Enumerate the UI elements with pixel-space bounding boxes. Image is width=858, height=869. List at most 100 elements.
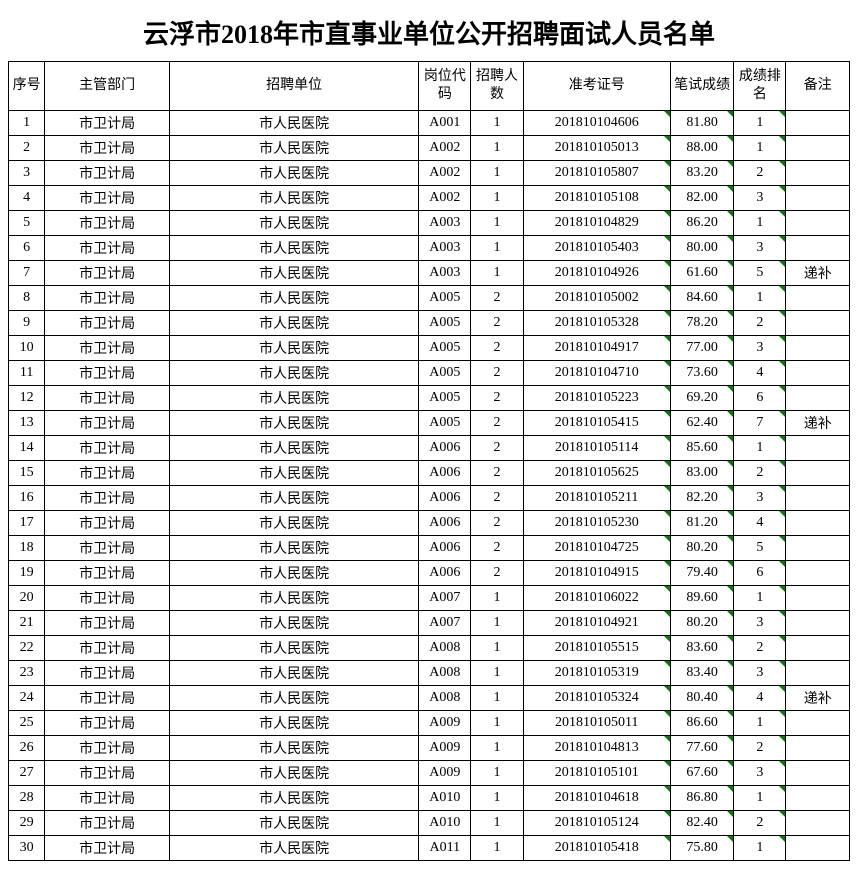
- cell-rank: 2: [734, 736, 786, 761]
- cell-rank: 3: [734, 661, 786, 686]
- cell-score: 78.20: [670, 311, 733, 336]
- cell-seq: 18: [9, 536, 45, 561]
- cell-note: [786, 511, 850, 536]
- cell-code: A005: [419, 361, 471, 386]
- cell-num: 2: [471, 486, 523, 511]
- header-dept: 主管部门: [45, 62, 170, 111]
- cell-note: [786, 636, 850, 661]
- cell-score: 83.20: [670, 161, 733, 186]
- cell-code: A005: [419, 386, 471, 411]
- table-row: 15市卫计局市人民医院A006220181010562583.002: [9, 461, 850, 486]
- cell-dept: 市卫计局: [45, 361, 170, 386]
- cell-dept: 市卫计局: [45, 436, 170, 461]
- table-row: 30市卫计局市人民医院A011120181010541875.801: [9, 836, 850, 861]
- cell-score: 80.20: [670, 611, 733, 636]
- cell-num: 2: [471, 361, 523, 386]
- cell-seq: 1: [9, 111, 45, 136]
- cell-code: A005: [419, 336, 471, 361]
- cell-exam: 201810104618: [523, 786, 670, 811]
- cell-unit: 市人民医院: [169, 561, 418, 586]
- cell-code: A002: [419, 161, 471, 186]
- cell-rank: 3: [734, 336, 786, 361]
- cell-code: A006: [419, 536, 471, 561]
- cell-seq: 12: [9, 386, 45, 411]
- cell-exam: 201810106022: [523, 586, 670, 611]
- cell-dept: 市卫计局: [45, 536, 170, 561]
- cell-unit: 市人民医院: [169, 736, 418, 761]
- cell-num: 1: [471, 636, 523, 661]
- cell-unit: 市人民医院: [169, 661, 418, 686]
- cell-seq: 23: [9, 661, 45, 686]
- cell-rank: 1: [734, 786, 786, 811]
- cell-dept: 市卫计局: [45, 561, 170, 586]
- table-row: 14市卫计局市人民医院A006220181010511485.601: [9, 436, 850, 461]
- cell-num: 1: [471, 711, 523, 736]
- cell-note: 递补: [786, 411, 850, 436]
- cell-dept: 市卫计局: [45, 386, 170, 411]
- header-score: 笔试成绩: [670, 62, 733, 111]
- cell-score: 62.40: [670, 411, 733, 436]
- cell-rank: 2: [734, 311, 786, 336]
- cell-dept: 市卫计局: [45, 311, 170, 336]
- cell-score: 77.00: [670, 336, 733, 361]
- cell-code: A009: [419, 761, 471, 786]
- cell-rank: 1: [734, 711, 786, 736]
- cell-dept: 市卫计局: [45, 236, 170, 261]
- cell-code: A006: [419, 511, 471, 536]
- cell-num: 2: [471, 336, 523, 361]
- cell-note: [786, 586, 850, 611]
- header-exam: 准考证号: [523, 62, 670, 111]
- cell-unit: 市人民医院: [169, 536, 418, 561]
- table-row: 3市卫计局市人民医院A002120181010580783.202: [9, 161, 850, 186]
- cell-num: 2: [471, 536, 523, 561]
- header-code: 岗位代码: [419, 62, 471, 111]
- cell-rank: 2: [734, 811, 786, 836]
- cell-code: A006: [419, 461, 471, 486]
- cell-unit: 市人民医院: [169, 486, 418, 511]
- cell-note: 递补: [786, 686, 850, 711]
- cell-score: 83.40: [670, 661, 733, 686]
- cell-num: 1: [471, 761, 523, 786]
- cell-unit: 市人民医院: [169, 786, 418, 811]
- table-row: 8市卫计局市人民医院A005220181010500284.601: [9, 286, 850, 311]
- cell-note: [786, 286, 850, 311]
- cell-num: 1: [471, 236, 523, 261]
- cell-dept: 市卫计局: [45, 161, 170, 186]
- cell-exam: 201810105114: [523, 436, 670, 461]
- cell-seq: 16: [9, 486, 45, 511]
- cell-score: 86.60: [670, 711, 733, 736]
- cell-seq: 14: [9, 436, 45, 461]
- cell-unit: 市人民医院: [169, 311, 418, 336]
- cell-code: A008: [419, 661, 471, 686]
- cell-seq: 17: [9, 511, 45, 536]
- cell-rank: 5: [734, 261, 786, 286]
- cell-note: [786, 461, 850, 486]
- cell-score: 85.60: [670, 436, 733, 461]
- cell-exam: 201810104829: [523, 211, 670, 236]
- cell-rank: 3: [734, 186, 786, 211]
- cell-dept: 市卫计局: [45, 786, 170, 811]
- cell-dept: 市卫计局: [45, 411, 170, 436]
- cell-seq: 3: [9, 161, 45, 186]
- cell-code: A010: [419, 786, 471, 811]
- cell-seq: 25: [9, 711, 45, 736]
- cell-dept: 市卫计局: [45, 336, 170, 361]
- cell-note: [786, 486, 850, 511]
- cell-dept: 市卫计局: [45, 486, 170, 511]
- cell-note: [786, 661, 850, 686]
- cell-note: [786, 186, 850, 211]
- cell-note: [786, 336, 850, 361]
- cell-score: 79.40: [670, 561, 733, 586]
- table-row: 4市卫计局市人民医院A002120181010510882.003: [9, 186, 850, 211]
- cell-exam: 201810105324: [523, 686, 670, 711]
- cell-score: 80.00: [670, 236, 733, 261]
- cell-unit: 市人民医院: [169, 836, 418, 861]
- cell-note: [786, 611, 850, 636]
- cell-score: 83.60: [670, 636, 733, 661]
- cell-code: A003: [419, 236, 471, 261]
- table-row: 26市卫计局市人民医院A009120181010481377.602: [9, 736, 850, 761]
- cell-code: A003: [419, 211, 471, 236]
- cell-code: A002: [419, 136, 471, 161]
- cell-seq: 5: [9, 211, 45, 236]
- table-row: 23市卫计局市人民医院A008120181010531983.403: [9, 661, 850, 686]
